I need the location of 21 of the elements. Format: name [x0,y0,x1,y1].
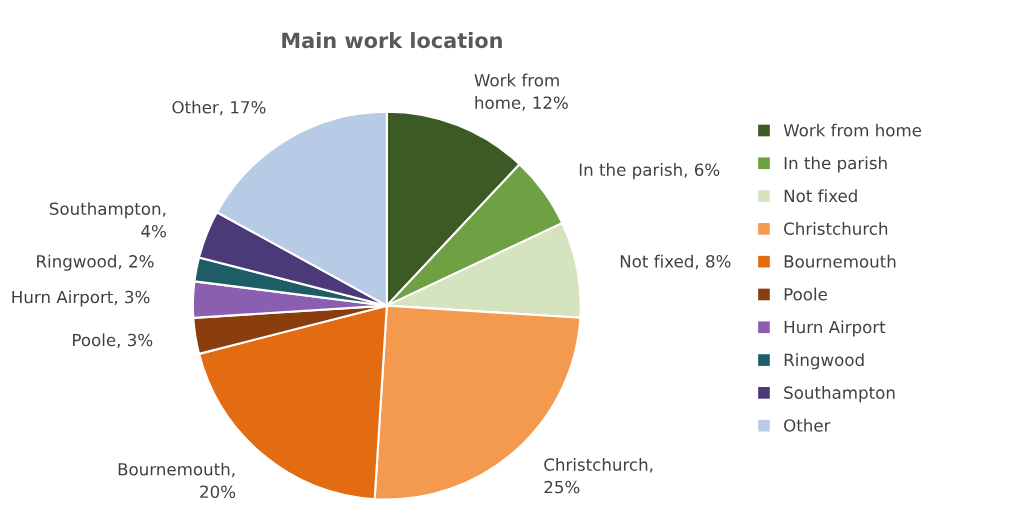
data-label: Bournemouth, 20% [118,462,236,499]
legend-label: Ringwood [784,353,864,370]
legend-label: Not fixed [784,189,857,203]
chart-title: Main work location [282,32,502,49]
legend-label: Work from home [783,123,922,137]
legend-label: Hurn Airport [784,320,886,337]
legend-label: Bournemouth [784,254,896,268]
legend-label: Poole [784,287,827,301]
data-label: Hurn Airport, 3% [12,290,150,307]
legend-label: Southampton [784,386,895,403]
data-label: Poole, 3% [73,333,153,348]
data-label: Christchurch, 25% [544,457,653,494]
data-label: Southampton, 4% [49,202,166,238]
data-label: Other, 17% [172,100,266,116]
legend-label: Christchurch [784,222,888,235]
legend-label: Other [784,418,831,432]
legend-label: In the parish [784,156,887,173]
data-label: Not fixed, 8% [620,254,731,270]
data-label: In the parish, 6% [579,163,720,180]
data-label: Work from home, 12% [474,73,568,111]
data-label: Ringwood, 2% [37,254,154,271]
